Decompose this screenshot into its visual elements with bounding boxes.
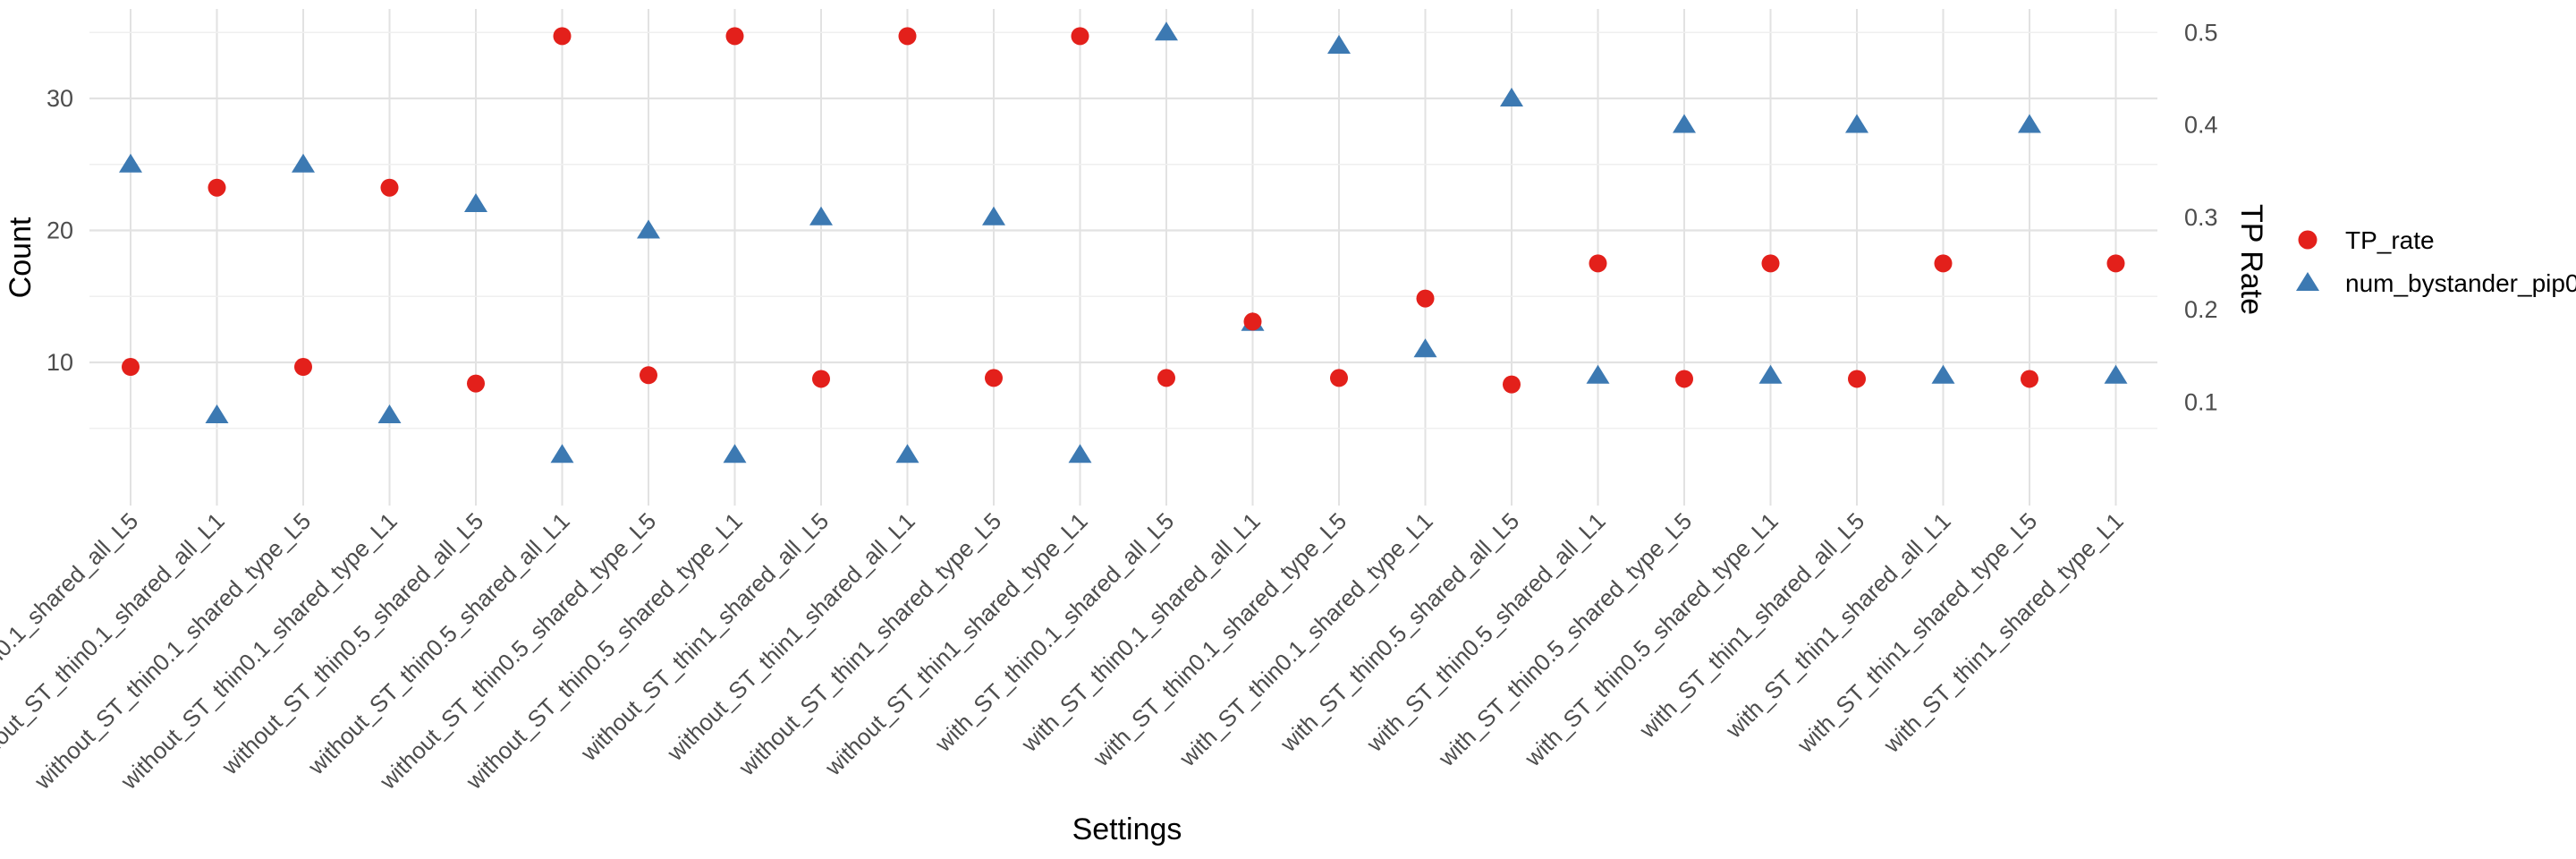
num-bystander-point: [377, 404, 402, 423]
num-bystander-point: [292, 153, 315, 173]
num-bystander-point: [205, 404, 229, 423]
legend-label-tp-rate: TP_rate: [2345, 226, 2435, 254]
num-bystander-point: [2018, 114, 2041, 133]
tp-rate-point: [380, 178, 399, 197]
tp-rate-point: [1675, 370, 1693, 388]
num-bystander-point: [1327, 35, 1351, 54]
tp-rate-point: [1071, 27, 1089, 46]
tp-rate-point: [294, 358, 312, 377]
x-axis-title: Settings: [1072, 812, 1182, 846]
tp-rate-tick-label: 0.4: [2184, 112, 2218, 139]
tp-rate-points: [122, 27, 2125, 394]
num-bystander-point: [1673, 114, 1696, 133]
count-tick-labels: 10 20 30: [47, 85, 73, 376]
tp-rate-point: [1330, 369, 1348, 387]
count-tick-label: 10: [47, 349, 73, 376]
num-bystander-point: [464, 193, 487, 212]
num-bystander-point: [723, 444, 747, 464]
tp-rate-point: [812, 370, 830, 388]
num-bystander-point: [637, 219, 660, 239]
tp-rate-point: [1934, 254, 1953, 273]
tp-rate-point: [2021, 370, 2038, 388]
tp-rate-tick-label: 0.1: [2184, 388, 2218, 415]
tp-rate-point: [725, 27, 744, 46]
tp-rate-point: [1157, 369, 1175, 387]
tp-rate-point: [467, 374, 485, 393]
horizontal-minor-gridlines: [89, 31, 2157, 430]
tp-rate-point: [1589, 254, 1607, 273]
tp-rate-point: [1848, 370, 1866, 388]
legend-marker-tp-rate-icon: [2298, 230, 2318, 250]
tp-rate-point: [640, 366, 657, 385]
num-bystander-point: [1758, 364, 1783, 384]
vertical-gridlines: [130, 9, 2117, 506]
tp-rate-tick-label: 0.5: [2184, 19, 2218, 46]
num-bystander-point: [1586, 364, 1610, 384]
num-bystander-point: [1068, 444, 1092, 464]
x-tick-labels: without_ST_thin0.1_shared_all_L5without_…: [0, 507, 2129, 795]
y-axis-title-right: TP Rate: [2234, 204, 2268, 315]
tp-rate-tick-label: 0.3: [2184, 204, 2218, 231]
count-tick-label: 20: [47, 217, 73, 244]
num-bystander-point: [550, 444, 574, 464]
legend-marker-num-bystander-icon: [2296, 272, 2319, 291]
num-bystander-point: [1500, 88, 1523, 106]
tp-rate-point: [985, 369, 1003, 387]
num-bystander-point: [119, 153, 142, 173]
tp-rate-point: [1503, 375, 1521, 394]
tp-rate-point: [898, 27, 917, 46]
num-bystander-point: [2104, 364, 2128, 384]
num-bystander-point: [1845, 114, 1868, 133]
legend: TP_rate num_bystander_pip08: [2296, 226, 2576, 297]
tp-rate-point: [1761, 254, 1780, 273]
num-bystander-point: [809, 206, 833, 225]
tp-rate-point: [2106, 254, 2125, 273]
tp-rate-point: [1243, 312, 1262, 331]
tp-rate-point: [553, 27, 572, 46]
count-tick-label: 30: [47, 85, 73, 112]
num-bystander-point: [982, 206, 1005, 225]
y-axis-title-left: Count: [4, 217, 38, 298]
num-bystander-point: [1155, 21, 1178, 41]
tp-rate-point: [1416, 289, 1435, 308]
tp-rate-point: [122, 358, 140, 377]
num-bystander-point: [895, 444, 919, 464]
num-bystander-point: [1931, 364, 1955, 384]
tp-rate-tick-labels: 0.1 0.2 0.3 0.4 0.5: [2184, 19, 2218, 415]
tp-rate-tick-label: 0.2: [2184, 296, 2218, 323]
legend-label-num-bystander: num_bystander_pip08: [2345, 269, 2576, 297]
num-bystander-points: [119, 21, 2128, 464]
num-bystander-point: [1413, 338, 1437, 358]
tp-rate-point: [208, 178, 226, 197]
horizontal-major-gridlines: [89, 97, 2157, 364]
